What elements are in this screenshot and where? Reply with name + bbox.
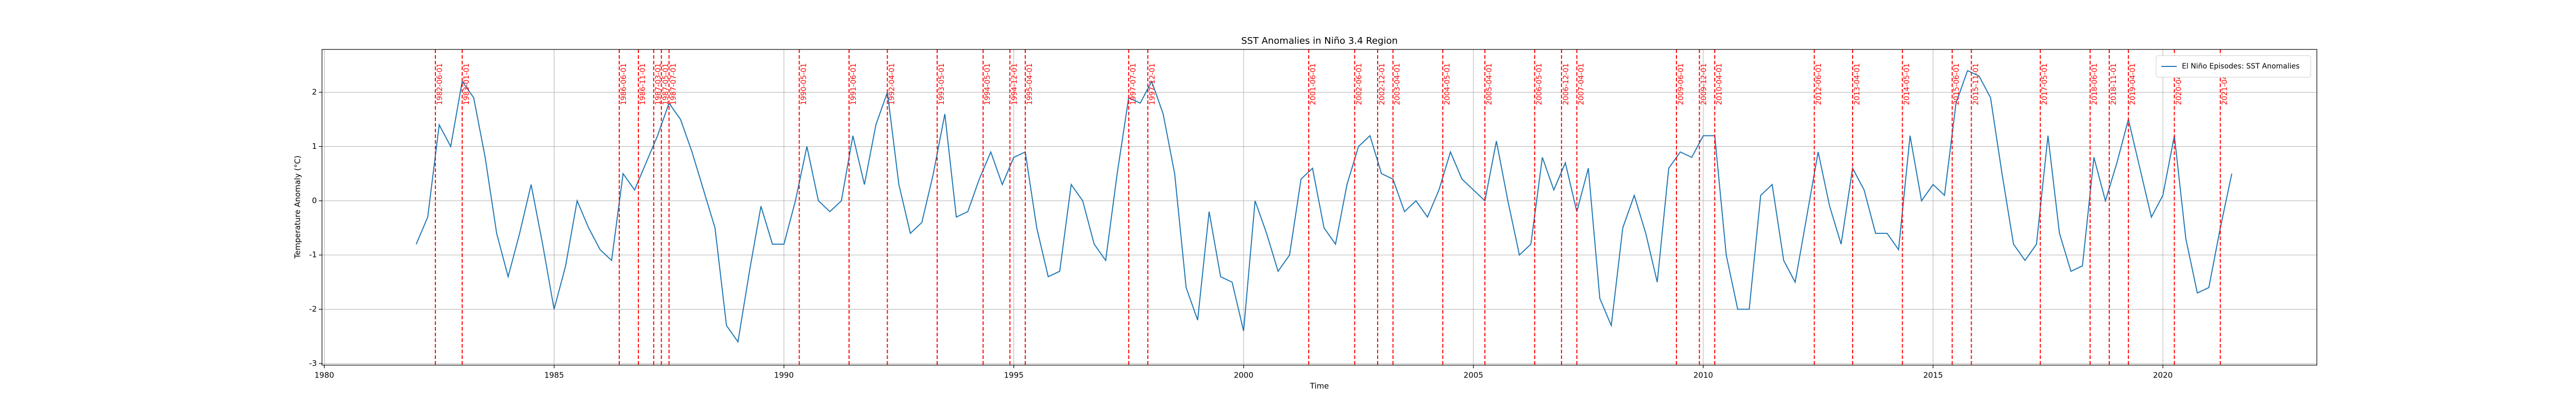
chart-title: SST Anomalies in Niño 3.4 Region (1241, 36, 1398, 46)
legend-label: El Niño Episodes: SST Anomalies (2182, 62, 2300, 71)
y-tick-label: -2 (309, 304, 317, 314)
plot-frame (321, 49, 2317, 366)
episode-label: 2009-06-01 (1677, 63, 1685, 105)
episode-label: 1995-04-01 (1026, 63, 1034, 105)
episode-label: 2002-06-01 (1355, 63, 1363, 105)
legend-box (2156, 55, 2311, 78)
episode-label: 1982-06-01 (436, 63, 444, 105)
episode-label: 1997-12-01 (1148, 63, 1157, 105)
episode-label: 2007-04-01 (1578, 63, 1586, 105)
episode-label: 2004-05-01 (1443, 63, 1451, 105)
episode-label: 2019-04-01 (2129, 63, 2137, 105)
episode-label: 1994-05-01 (984, 63, 992, 105)
y-tick-label: -3 (309, 358, 317, 368)
y-tick-label: -1 (309, 250, 317, 260)
episode-label: 2018-06-01 (2091, 63, 2099, 105)
episode-label: 2013-04-01 (1853, 63, 1861, 105)
episode-label: 2005-04-01 (1485, 63, 1494, 105)
y-tick-label: 1 (312, 142, 317, 151)
x-tick-label: 1980 (314, 371, 334, 380)
episode-label: 2003-04-01 (1394, 63, 1402, 105)
episode-label: 2010-04-01 (1715, 63, 1723, 105)
x-tick-label: 2015 (1923, 371, 1943, 380)
episode-label: 2002-12-01 (1378, 63, 1386, 105)
episode-label: 1986-11-01 (639, 63, 647, 105)
x-axis-label: Time (1310, 382, 1329, 391)
y-axis-label: Temperature Anomaly (°C) (293, 156, 302, 259)
episode-label: 1993-05-01 (938, 63, 946, 105)
episode-label: 1994-12-01 (1010, 63, 1019, 105)
x-tick-label: 2005 (1464, 371, 1483, 380)
x-tick-label: 1985 (544, 371, 564, 380)
y-tick-label: 0 (312, 196, 317, 205)
episode-label: 2015-06-01 (1953, 63, 1961, 105)
episode-label: 1987-03-01 (654, 63, 663, 105)
episode-label: 1997-07-01 (1129, 63, 1138, 105)
episode-label: 2012-06-01 (1815, 63, 1823, 105)
x-tick-label: 2020 (2153, 371, 2173, 380)
episode-label: 1986-06-01 (620, 63, 628, 105)
episode-label: 2018-11-01 (2110, 63, 2118, 105)
episode-label: 2009-12-01 (1700, 63, 1708, 105)
x-tick-label: 1995 (1004, 371, 1024, 380)
episode-label: 1983-01-01 (463, 63, 471, 105)
episode-label: 1987-07-01 (670, 63, 678, 105)
x-tick-label: 2010 (1693, 371, 1713, 380)
episode-label: 1991-06-01 (850, 63, 858, 105)
episode-label: 1987-05-01 (662, 63, 670, 105)
episode-label: 2006-12-01 (1562, 63, 1570, 105)
x-tick-label: 1990 (774, 371, 794, 380)
episode-label: 1992-04-01 (888, 63, 896, 105)
episode-label: 2015-11-01 (1972, 63, 1980, 105)
series-line (415, 70, 2232, 344)
legend: El Niño Episodes: SST Anomalies (2156, 55, 2311, 78)
episode-label: 1990-05-01 (800, 63, 808, 105)
episode-label: 2017-05-01 (2041, 63, 2049, 105)
episode-label: 2006-05-01 (1535, 63, 1544, 105)
episode-label: 2014-05-01 (1903, 63, 1911, 105)
episode-label: 2001-06-01 (1309, 63, 1317, 105)
y-tick-label: 2 (312, 88, 317, 97)
x-tick-label: 2000 (1234, 371, 1253, 380)
